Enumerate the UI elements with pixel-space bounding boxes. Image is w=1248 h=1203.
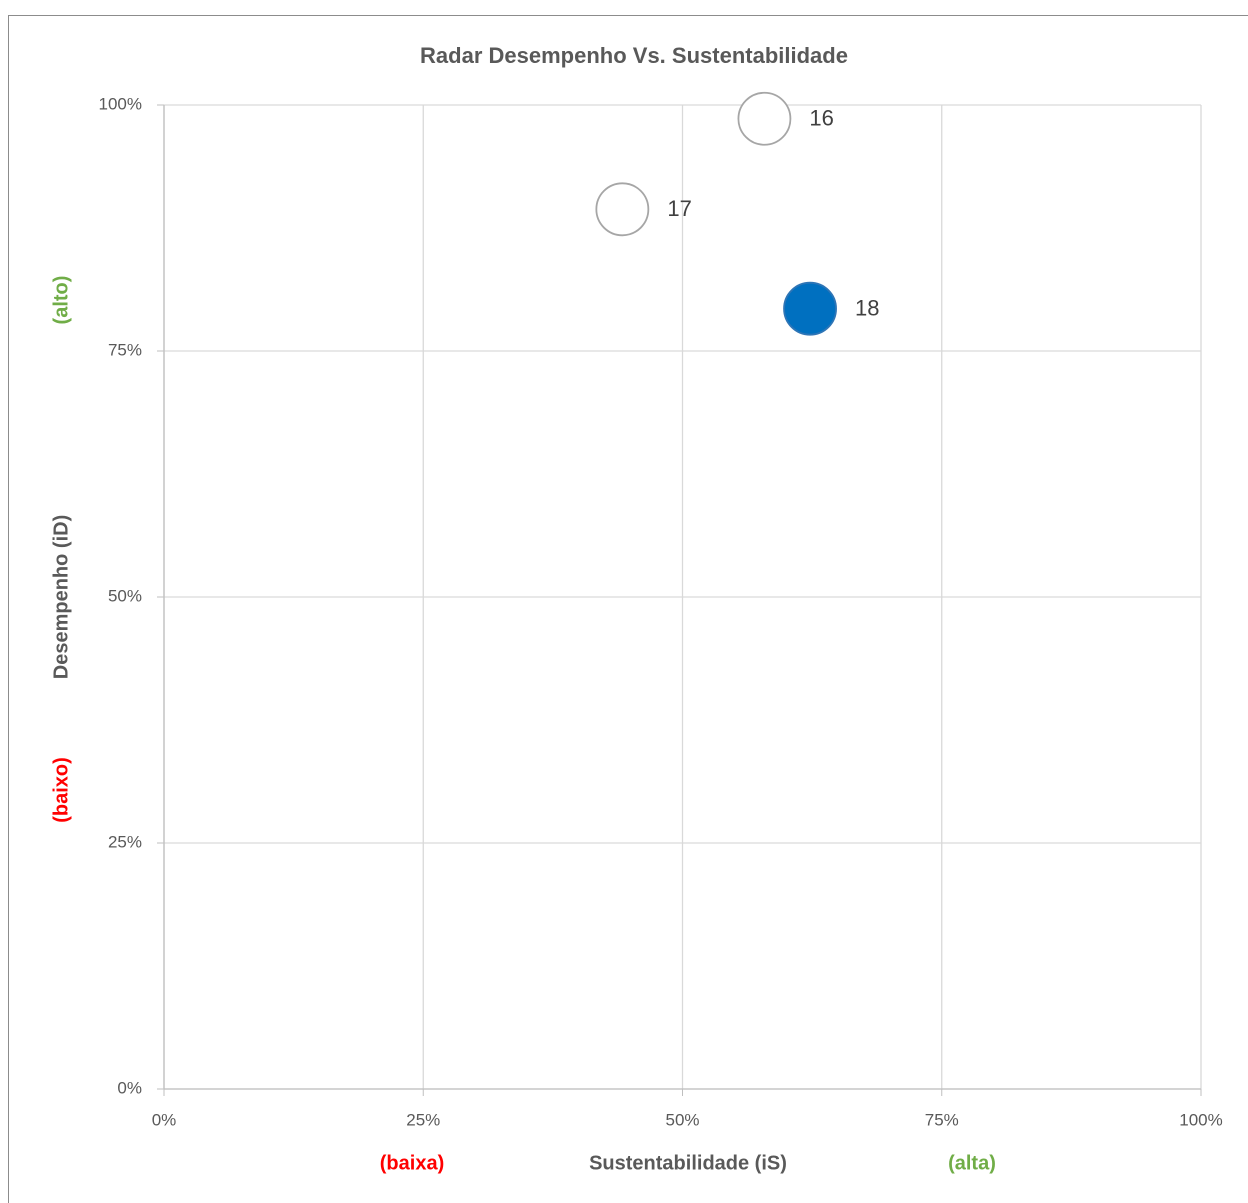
y-tick-label: 0% xyxy=(117,1078,142,1097)
y-tick-label: 100% xyxy=(99,94,142,113)
point-label: 18 xyxy=(855,296,879,321)
bubble xyxy=(783,281,837,336)
y-tick-label: 25% xyxy=(108,832,142,851)
point-label: 17 xyxy=(667,196,691,221)
axis-annotation: (baixo) xyxy=(50,757,72,823)
y-axis-title: Desempenho (iD) xyxy=(50,515,72,679)
axis-annotation: (alta) xyxy=(948,1152,996,1174)
axis-annotation: (alto) xyxy=(50,276,72,325)
y-tick-label: 75% xyxy=(108,340,142,359)
bubble xyxy=(595,182,650,237)
x-tick-label: 50% xyxy=(665,1110,699,1129)
x-tick-label: 0% xyxy=(152,1110,177,1129)
x-tick-label: 75% xyxy=(925,1110,959,1129)
x-tick-label: 100% xyxy=(1179,1110,1222,1129)
y-tick-label: 50% xyxy=(108,586,142,605)
axis-annotation: (baixa) xyxy=(380,1152,444,1174)
chart-title: Radar Desempenho Vs. Sustentabilidade xyxy=(420,43,848,68)
x-axis-title: Sustentabilidade (iS) xyxy=(589,1152,787,1174)
bubble xyxy=(737,91,792,146)
x-tick-label: 25% xyxy=(406,1110,440,1129)
point-label: 16 xyxy=(809,106,833,131)
